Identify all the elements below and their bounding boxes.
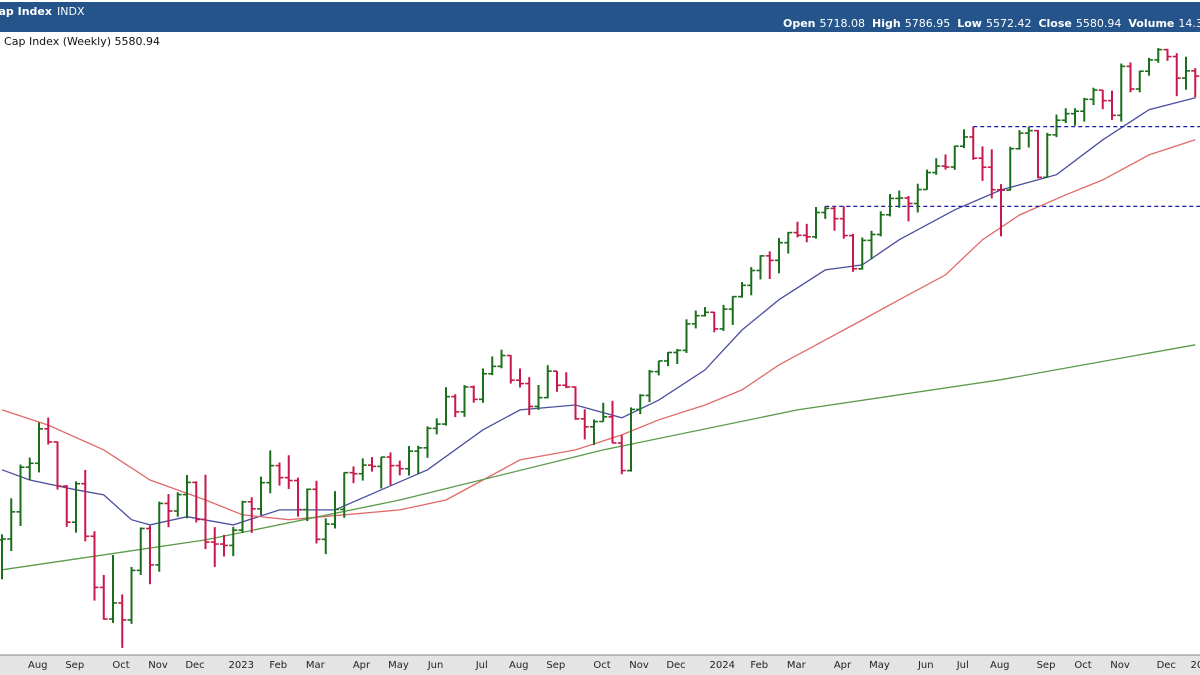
x-tick-label: Aug [28, 660, 48, 671]
x-tick-label: Dec [1157, 660, 1176, 671]
x-tick-label: Apr [353, 660, 371, 671]
plot: Aug Sep Oct Nov Dec 2023 Feb Mar Apr May Jun Jul Aug… [0, 48, 1200, 671]
x-tick-label: Oct [112, 660, 129, 671]
quote-value: 5580.94 [1076, 17, 1122, 30]
quote-label: Close [1038, 17, 1071, 30]
quote-value: 5786.95 [905, 17, 951, 30]
quote: Open 5718.08 High 5786.95 Low 5572.42 Close 558… [783, 17, 1200, 30]
x-tick-label: Jun [427, 660, 444, 671]
x-tick-label: Jul [956, 660, 969, 671]
x-tick-label: 2025 [1191, 660, 1200, 671]
x-tick-label: Aug [509, 660, 529, 671]
x-tick-label: May [388, 660, 409, 671]
chart-title: S&P 500 Large Cap Index [0, 5, 52, 18]
x-tick-label: 2023 [229, 660, 254, 671]
quote-value: 14.3B [1178, 17, 1200, 30]
x-tick-label: Oct [1074, 660, 1091, 671]
symbol: INDX [57, 5, 85, 18]
x-tick-label: Dec [185, 660, 204, 671]
quote-value: 5572.42 [986, 17, 1032, 30]
quote-label: Low [957, 17, 982, 30]
x-tick-label: Mar [787, 660, 807, 671]
x-tick-label: Jul [475, 660, 488, 671]
x-tick-label: Nov [1110, 660, 1130, 671]
x-tick-label: Sep [546, 660, 565, 671]
x-tick-label: Feb [269, 660, 287, 671]
x-tick-label: Sep [65, 660, 84, 671]
x-tick-label: 2024 [710, 660, 735, 671]
x-tick-label: Oct [593, 660, 610, 671]
quote-label: Volume [1128, 17, 1174, 30]
x-tick-label: Feb [750, 660, 768, 671]
x-tick-label: Aug [990, 660, 1010, 671]
x-tick-label: May [869, 660, 890, 671]
subtitle: S&P 500 Large Cap Index (Weekly) 5580.94 [0, 35, 160, 48]
x-tick-label: Nov [148, 660, 168, 671]
x-tick-label: Dec [666, 660, 685, 671]
quote-label: Open [783, 17, 816, 30]
x-tick-label: Apr [834, 660, 852, 671]
x-axis-band [0, 655, 1200, 675]
header-bar [0, 2, 1200, 32]
quote-label: High [872, 17, 901, 30]
x-tick-label: Mar [306, 660, 326, 671]
x-tick-label: Sep [1037, 660, 1056, 671]
x-tick-label: Jun [917, 660, 934, 671]
quote-value: 5718.08 [820, 17, 866, 30]
x-tick-label: Nov [629, 660, 649, 671]
